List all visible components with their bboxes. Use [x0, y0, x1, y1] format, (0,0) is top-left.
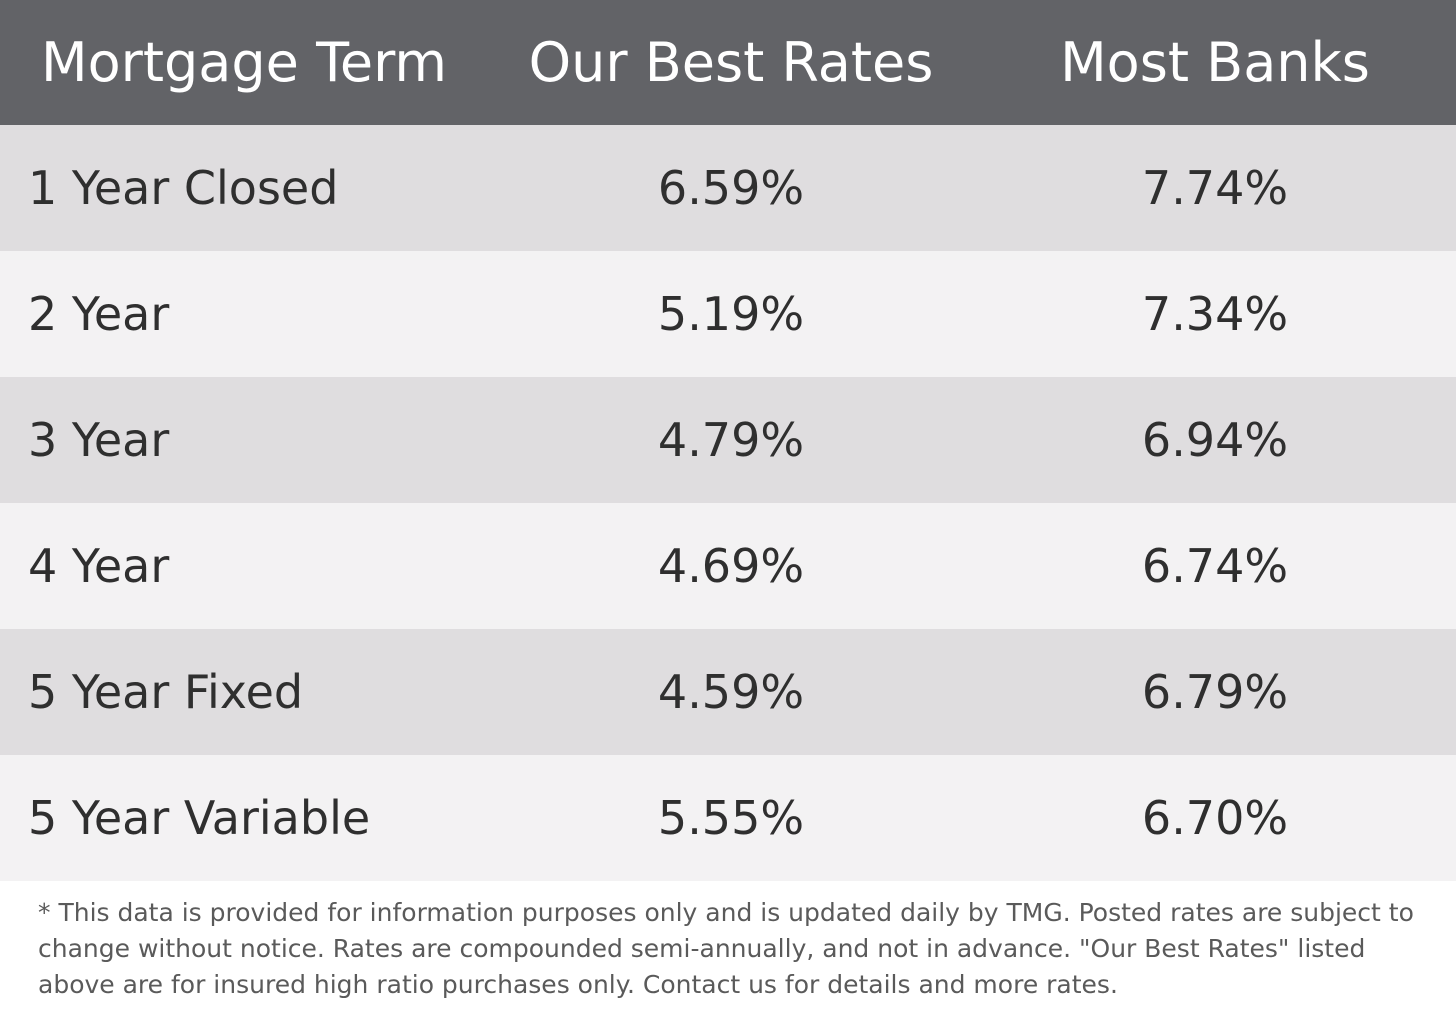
term-cell: 5 Year Variable: [28, 791, 371, 845]
mortgage-rates-table: Mortgage Term Our Best Rates Most Banks …: [0, 0, 1456, 881]
header-mortgage-term: Mortgage Term: [41, 31, 447, 94]
bank-rate-cell: 6.94%: [1141, 413, 1289, 467]
term-cell: 3 Year: [28, 413, 170, 467]
table-header-row: Mortgage Term Our Best Rates Most Banks: [0, 0, 1456, 125]
disclaimer-text: * This data is provided for information …: [38, 898, 1414, 999]
term-cell: 1 Year Closed: [28, 161, 339, 215]
bank-rate-cell: 6.70%: [1141, 791, 1289, 845]
term-cell: 4 Year: [28, 539, 170, 593]
best-rate-cell: 4.69%: [657, 539, 805, 593]
bank-rate-cell: 6.79%: [1141, 665, 1289, 719]
best-rate-cell: 5.19%: [657, 287, 805, 341]
best-rate-cell: 4.79%: [657, 413, 805, 467]
bank-rate-cell: 6.74%: [1141, 539, 1289, 593]
table-row: 3 Year 4.79% 6.94%: [0, 377, 1456, 503]
table-row: 5 Year Fixed 4.59% 6.79%: [0, 629, 1456, 755]
header-most-banks: Most Banks: [1060, 31, 1370, 94]
table-row: 2 Year 5.19% 7.34%: [0, 251, 1456, 377]
term-cell: 2 Year: [28, 287, 170, 341]
best-rate-cell: 6.59%: [657, 161, 805, 215]
table-row: 5 Year Variable 5.55% 6.70%: [0, 755, 1456, 881]
term-cell: 5 Year Fixed: [28, 665, 304, 719]
table-row: 4 Year 4.69% 6.74%: [0, 503, 1456, 629]
bank-rate-cell: 7.34%: [1141, 287, 1289, 341]
best-rate-cell: 4.59%: [657, 665, 805, 719]
bank-rate-cell: 7.74%: [1141, 161, 1289, 215]
table-row: 1 Year Closed 6.59% 7.74%: [0, 125, 1456, 251]
best-rate-cell: 5.55%: [657, 791, 805, 845]
header-our-best-rates: Our Best Rates: [528, 31, 934, 94]
